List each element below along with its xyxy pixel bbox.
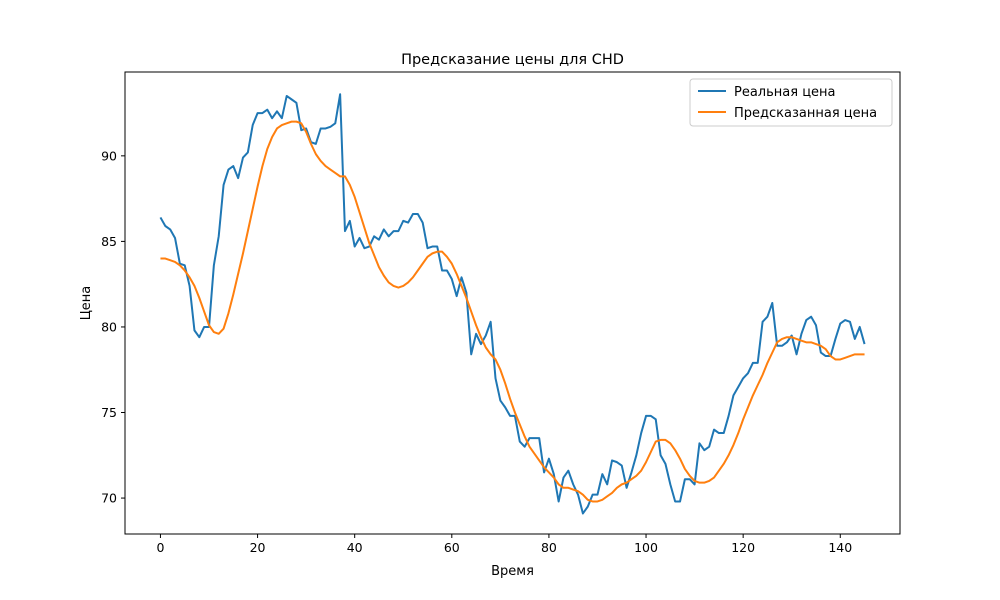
series-layer [159, 93, 866, 515]
legend: Реальная цена Предсказанная цена [689, 78, 893, 127]
x-tick-label: 60 [444, 540, 460, 555]
y-tick-label: 75 [101, 405, 117, 420]
x-axis: 0 20 40 60 80 100 120 140 [156, 534, 852, 555]
legend-box [689, 78, 893, 127]
x-tick-label: 100 [634, 540, 658, 555]
x-tick-label: 20 [250, 540, 266, 555]
legend-label-predicted: Предсказанная цена [734, 106, 877, 121]
series-line-predicted [160, 120, 865, 503]
x-tick-label: 120 [731, 540, 755, 555]
x-tick-label: 80 [541, 540, 557, 555]
x-tick-label: 40 [347, 540, 363, 555]
x-axis-label: Время [491, 564, 534, 579]
chart-title: Предсказание цены для CHD [401, 52, 624, 68]
x-tick-label: 0 [156, 540, 164, 555]
legend-label-real: Реальная цена [734, 85, 836, 100]
y-tick-label: 90 [101, 148, 117, 163]
series-line-real [159, 93, 866, 515]
y-axis: 70 75 80 85 90 [101, 148, 125, 506]
y-tick-label: 80 [101, 319, 117, 334]
y-axis-label: Цена [79, 286, 94, 321]
plot-frame [124, 71, 901, 535]
plot-area: 0 20 40 60 80 100 120 140 70 75 80 85 90 [101, 71, 901, 555]
y-tick-label: 70 [101, 491, 117, 506]
y-tick-label: 85 [101, 234, 117, 249]
x-tick-label: 140 [828, 540, 852, 555]
